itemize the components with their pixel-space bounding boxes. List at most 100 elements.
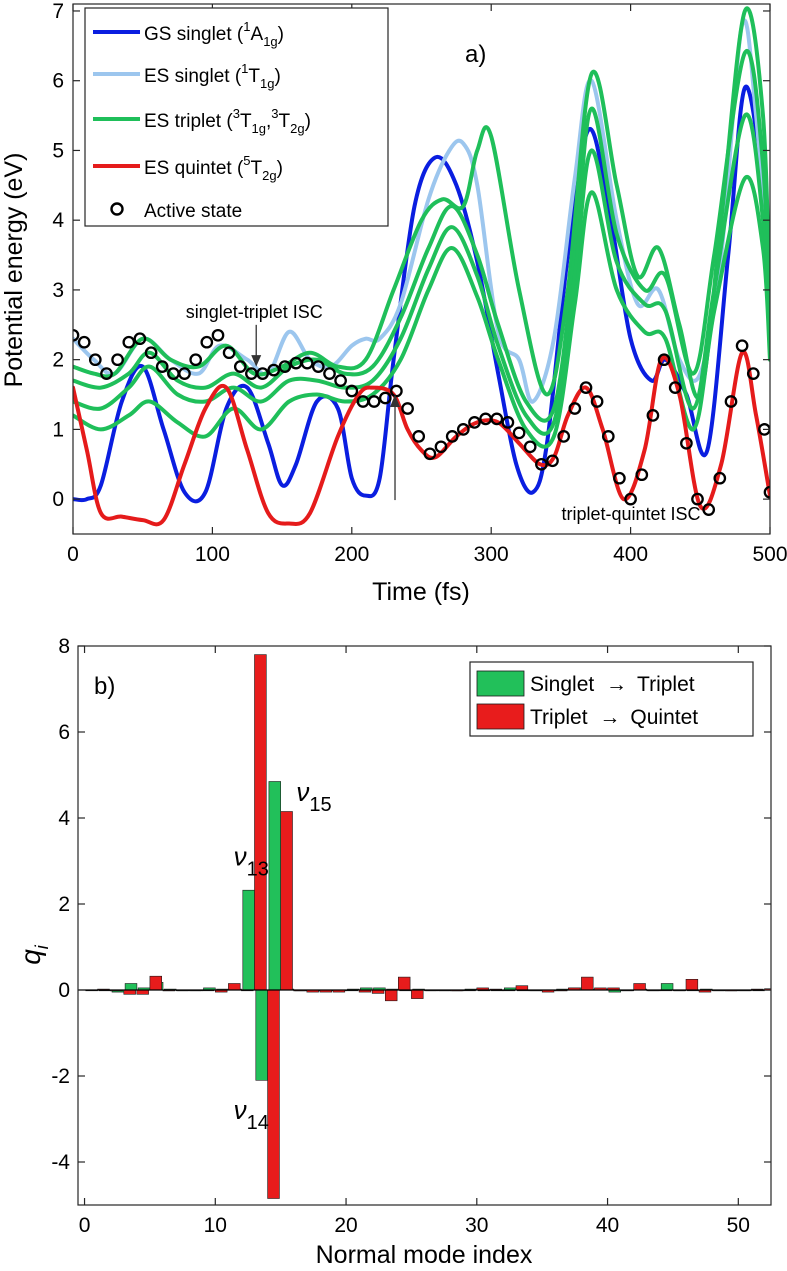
panel-b-frame: [77, 645, 772, 1206]
x-tick-label: 20: [334, 1214, 357, 1237]
active-state-marker: [278, 360, 292, 373]
panel-b-ylabel-main: q: [15, 949, 46, 965]
active-state-marker: [367, 395, 381, 408]
bar-tq: [515, 985, 529, 991]
active-state-marker: [378, 391, 392, 405]
y-tick-label: 1: [52, 418, 64, 441]
bar-tq: [149, 975, 162, 991]
active-state-marker: [77, 335, 91, 349]
panel-a-annotations: singlet-triplet ISC triplet-quintet ISC: [186, 302, 701, 524]
active-state-marker: [646, 409, 660, 422]
legend-label-tq: Triplet → Quintet: [530, 706, 698, 729]
legend-label-esT: ES triplet (3T1g,3T2g): [144, 106, 311, 136]
bar-st: [255, 989, 268, 1081]
x-tick-label: 500: [752, 543, 787, 566]
bar-tq: [397, 976, 411, 991]
active-state-marker: [122, 335, 136, 349]
panel-b-ylabel-sub: i: [32, 944, 52, 949]
panel-a-legend: GS singlet (1A1g) ES singlet (1T1g) ES tri…: [84, 7, 389, 227]
bar-tq: [136, 989, 149, 995]
active-state-marker: [613, 471, 626, 485]
active-state-marker: [579, 381, 593, 394]
y-tick-label: 4: [52, 209, 64, 232]
y-tick-label: 8: [58, 635, 70, 658]
active-state-marker: [680, 436, 693, 450]
active-state-marker: [222, 346, 236, 360]
active-state-marker: [300, 356, 314, 370]
y-tick-label: 4: [58, 807, 70, 830]
active-state-marker: [401, 402, 414, 415]
bar-tq: [228, 983, 241, 991]
annotation-singlet-triplet-isc: singlet-triplet ISC: [186, 302, 323, 322]
active-state-marker: [512, 426, 526, 440]
active-state-marker: [456, 423, 470, 436]
legend-swatch-st: [476, 670, 525, 697]
active-state-marker: [144, 346, 158, 360]
legend-marker-active: [110, 202, 124, 216]
bar-tq: [254, 654, 267, 991]
panel-a-frame: [72, 3, 771, 535]
active-state-marker: [624, 492, 637, 506]
y-tick-label: 2: [52, 349, 64, 372]
bar-st: [660, 983, 674, 991]
active-state-marker: [100, 367, 113, 380]
x-tick-label: 30: [465, 1214, 488, 1237]
panel-b-label: b): [94, 673, 115, 700]
y-tick-label: 5: [52, 139, 64, 162]
y-tick-label: -2: [51, 1065, 70, 1088]
x-tick-label: 200: [334, 543, 369, 566]
active-state-marker: [468, 416, 481, 429]
x-tick-label: 10: [204, 1214, 227, 1237]
bar-st: [268, 781, 281, 991]
legend-label-gs: GS singlet (1A1g): [144, 19, 284, 49]
x-tick-label: 300: [474, 543, 509, 566]
active-state-marker: [267, 363, 281, 377]
active-state-marker: [735, 339, 749, 353]
active-state-marker: [445, 430, 459, 443]
active-state-marker: [200, 335, 214, 349]
active-state-marker: [390, 384, 403, 398]
panel-b-ylabel: qi: [15, 944, 52, 965]
legend-label-st: Singlet → Triplet: [530, 673, 695, 696]
mode-label-14: ν14: [234, 1095, 269, 1134]
panel-b-chart: 0 10 20 30 40 50 -4 -2 0 2 4 6 8 b) Normal mode inde…: [15, 635, 772, 1269]
y-tick-label: 0: [52, 488, 64, 511]
active-state-marker: [155, 360, 169, 373]
active-state-marker: [713, 471, 727, 485]
panel-a-ylabel: Potential energy (eV): [0, 153, 28, 388]
bar-tq: [123, 989, 136, 995]
annotation-arrow-head: [390, 394, 401, 408]
active-state-marker: [178, 367, 191, 380]
annotation-arrow-head: [251, 355, 262, 367]
active-state-marker: [546, 454, 559, 468]
y-tick-label: 3: [52, 279, 64, 302]
active-state-marker: [211, 328, 225, 342]
active-state-marker: [323, 367, 336, 380]
active-state-marker: [334, 374, 347, 387]
series-line-esT4: [73, 174, 770, 449]
active-state-marker: [256, 367, 269, 380]
x-tick-label: 0: [79, 1214, 91, 1237]
svg-text:qi: qi: [15, 944, 52, 965]
series-line-esT2: [73, 48, 770, 423]
active-state-marker: [702, 503, 716, 516]
active-state-marker: [657, 353, 671, 367]
panel-a-chart: 0 100 200 300 400 500 0 1 2 3 4 5 6 7 a) Time (fs) Po…: [0, 0, 787, 606]
active-state-marker: [189, 353, 203, 367]
active-state-marker: [233, 360, 247, 373]
active-state-marker: [434, 440, 448, 454]
active-state-marker: [535, 457, 548, 471]
active-state-marker: [133, 332, 147, 346]
annotation-triplet-quintet-isc: triplet-quintet ISC: [561, 504, 700, 524]
panel-a-series-group: [73, 6, 770, 527]
active-state-marker: [668, 381, 682, 394]
active-state-marker: [601, 430, 615, 443]
series-line-esQ: [73, 349, 770, 527]
mode-label-15: ν15: [296, 777, 331, 816]
panel-a-label: a): [465, 41, 486, 68]
mode-label-13: ν13: [234, 841, 269, 880]
active-state-marker: [568, 402, 582, 415]
active-state-marker: [724, 395, 738, 408]
active-state-marker: [635, 468, 649, 482]
